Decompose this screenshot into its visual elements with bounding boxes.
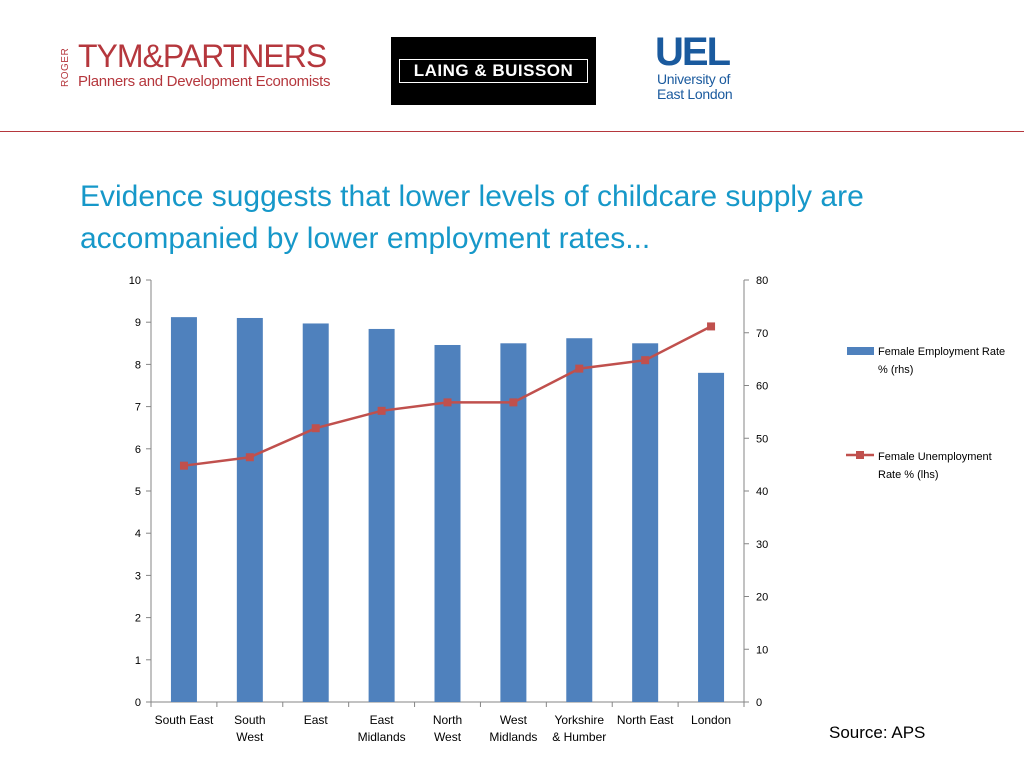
x-axis-tick-label: East	[370, 713, 395, 727]
right-axis-tick-label: 80	[756, 275, 768, 287]
line-point	[179, 461, 188, 470]
line-point	[509, 398, 518, 407]
legend-label: Female Unemployment	[878, 451, 992, 463]
slide-headline: Evidence suggests that lower levels of c…	[80, 180, 864, 255]
line-point	[443, 398, 452, 407]
right-axis-tick-label: 40	[756, 486, 768, 498]
line-point	[245, 453, 254, 462]
left-axis-tick-label: 4	[135, 528, 141, 540]
uel-logo-text: University of East London	[657, 71, 733, 102]
uel-logo: UEL University of East London	[655, 30, 765, 110]
laing-buisson-logo: LAING & BUISSON	[391, 37, 596, 105]
logo-side-text: ROGER	[60, 47, 71, 87]
left-axis-tick-label: 1	[135, 655, 141, 667]
legend-swatch-marker	[856, 451, 864, 459]
line-point	[707, 322, 716, 331]
right-axis-tick-label: 30	[756, 539, 768, 551]
combo-chart: 0 1 2 3 4 5 6 7 8 9 10 0 10 20 30 40 50 60 70 80 South East S…	[129, 275, 1005, 744]
left-axis-tick-label: 10	[129, 275, 141, 287]
bar	[566, 338, 593, 702]
x-axis-tick-label: London	[691, 713, 731, 727]
line-point	[575, 364, 584, 373]
legend-label: Female Employment Rate	[878, 346, 1005, 358]
line-point	[311, 424, 320, 433]
bar	[170, 317, 197, 702]
x-axis-tick-label: West	[434, 730, 462, 744]
x-axis-tick-label: & Humber	[552, 730, 606, 744]
right-axis-tick-label: 0	[756, 697, 762, 709]
x-axis-tick-label: West	[236, 730, 264, 744]
right-axis-tick-label: 50	[756, 433, 768, 445]
right-axis-tick-label: 20	[756, 592, 768, 604]
bar	[632, 343, 659, 702]
left-axis-tick-label: 9	[135, 317, 141, 329]
left-axis-tick-label: 8	[135, 359, 141, 371]
left-axis-tick-label: 0	[135, 697, 141, 709]
right-axis-tick-label: 10	[756, 644, 768, 656]
left-axis-tick-label: 7	[135, 402, 141, 414]
right-axis-tick-label: 60	[756, 381, 768, 393]
x-axis-tick-label: Yorkshire	[554, 713, 604, 727]
left-axis-tick-label: 5	[135, 486, 141, 498]
logo-tagline: Planners and Development Economists	[78, 73, 331, 90]
source-note: Source: APS	[829, 723, 926, 742]
line-point	[377, 406, 386, 415]
x-axis-tick-label: North	[433, 713, 462, 727]
left-axis-tick-label: 3	[135, 570, 141, 582]
right-axis-tick-label: 70	[756, 328, 768, 340]
legend-swatch-bar	[847, 347, 874, 355]
legend-label: % (rhs)	[878, 364, 913, 376]
bar	[698, 372, 725, 702]
x-axis-tick-label: South	[234, 713, 265, 727]
x-axis-tick-label: North East	[617, 713, 674, 727]
bar	[368, 328, 395, 702]
x-axis-tick-label: South East	[155, 713, 214, 727]
left-axis-tick-label: 2	[135, 613, 141, 625]
logo-lb-text: LAING & BUISSON	[399, 59, 588, 83]
roger-tym-partners-logo: ROGER TYM&PARTNERS Planners and Developm…	[60, 38, 360, 96]
legend-label: Rate % (lhs)	[878, 469, 939, 481]
logo-name: TYM&PARTNERS	[78, 38, 327, 74]
uel-logo-mark: UEL	[655, 30, 731, 74]
header-divider	[0, 131, 1024, 132]
x-axis-tick-label: Midlands	[489, 730, 537, 744]
x-axis-tick-label: East	[304, 713, 329, 727]
line-point	[641, 356, 650, 365]
x-axis-tick-label: West	[500, 713, 528, 727]
left-axis-tick-label: 6	[135, 444, 141, 456]
bar	[236, 317, 263, 702]
bar	[302, 323, 329, 702]
x-axis-tick-label: Midlands	[358, 730, 406, 744]
